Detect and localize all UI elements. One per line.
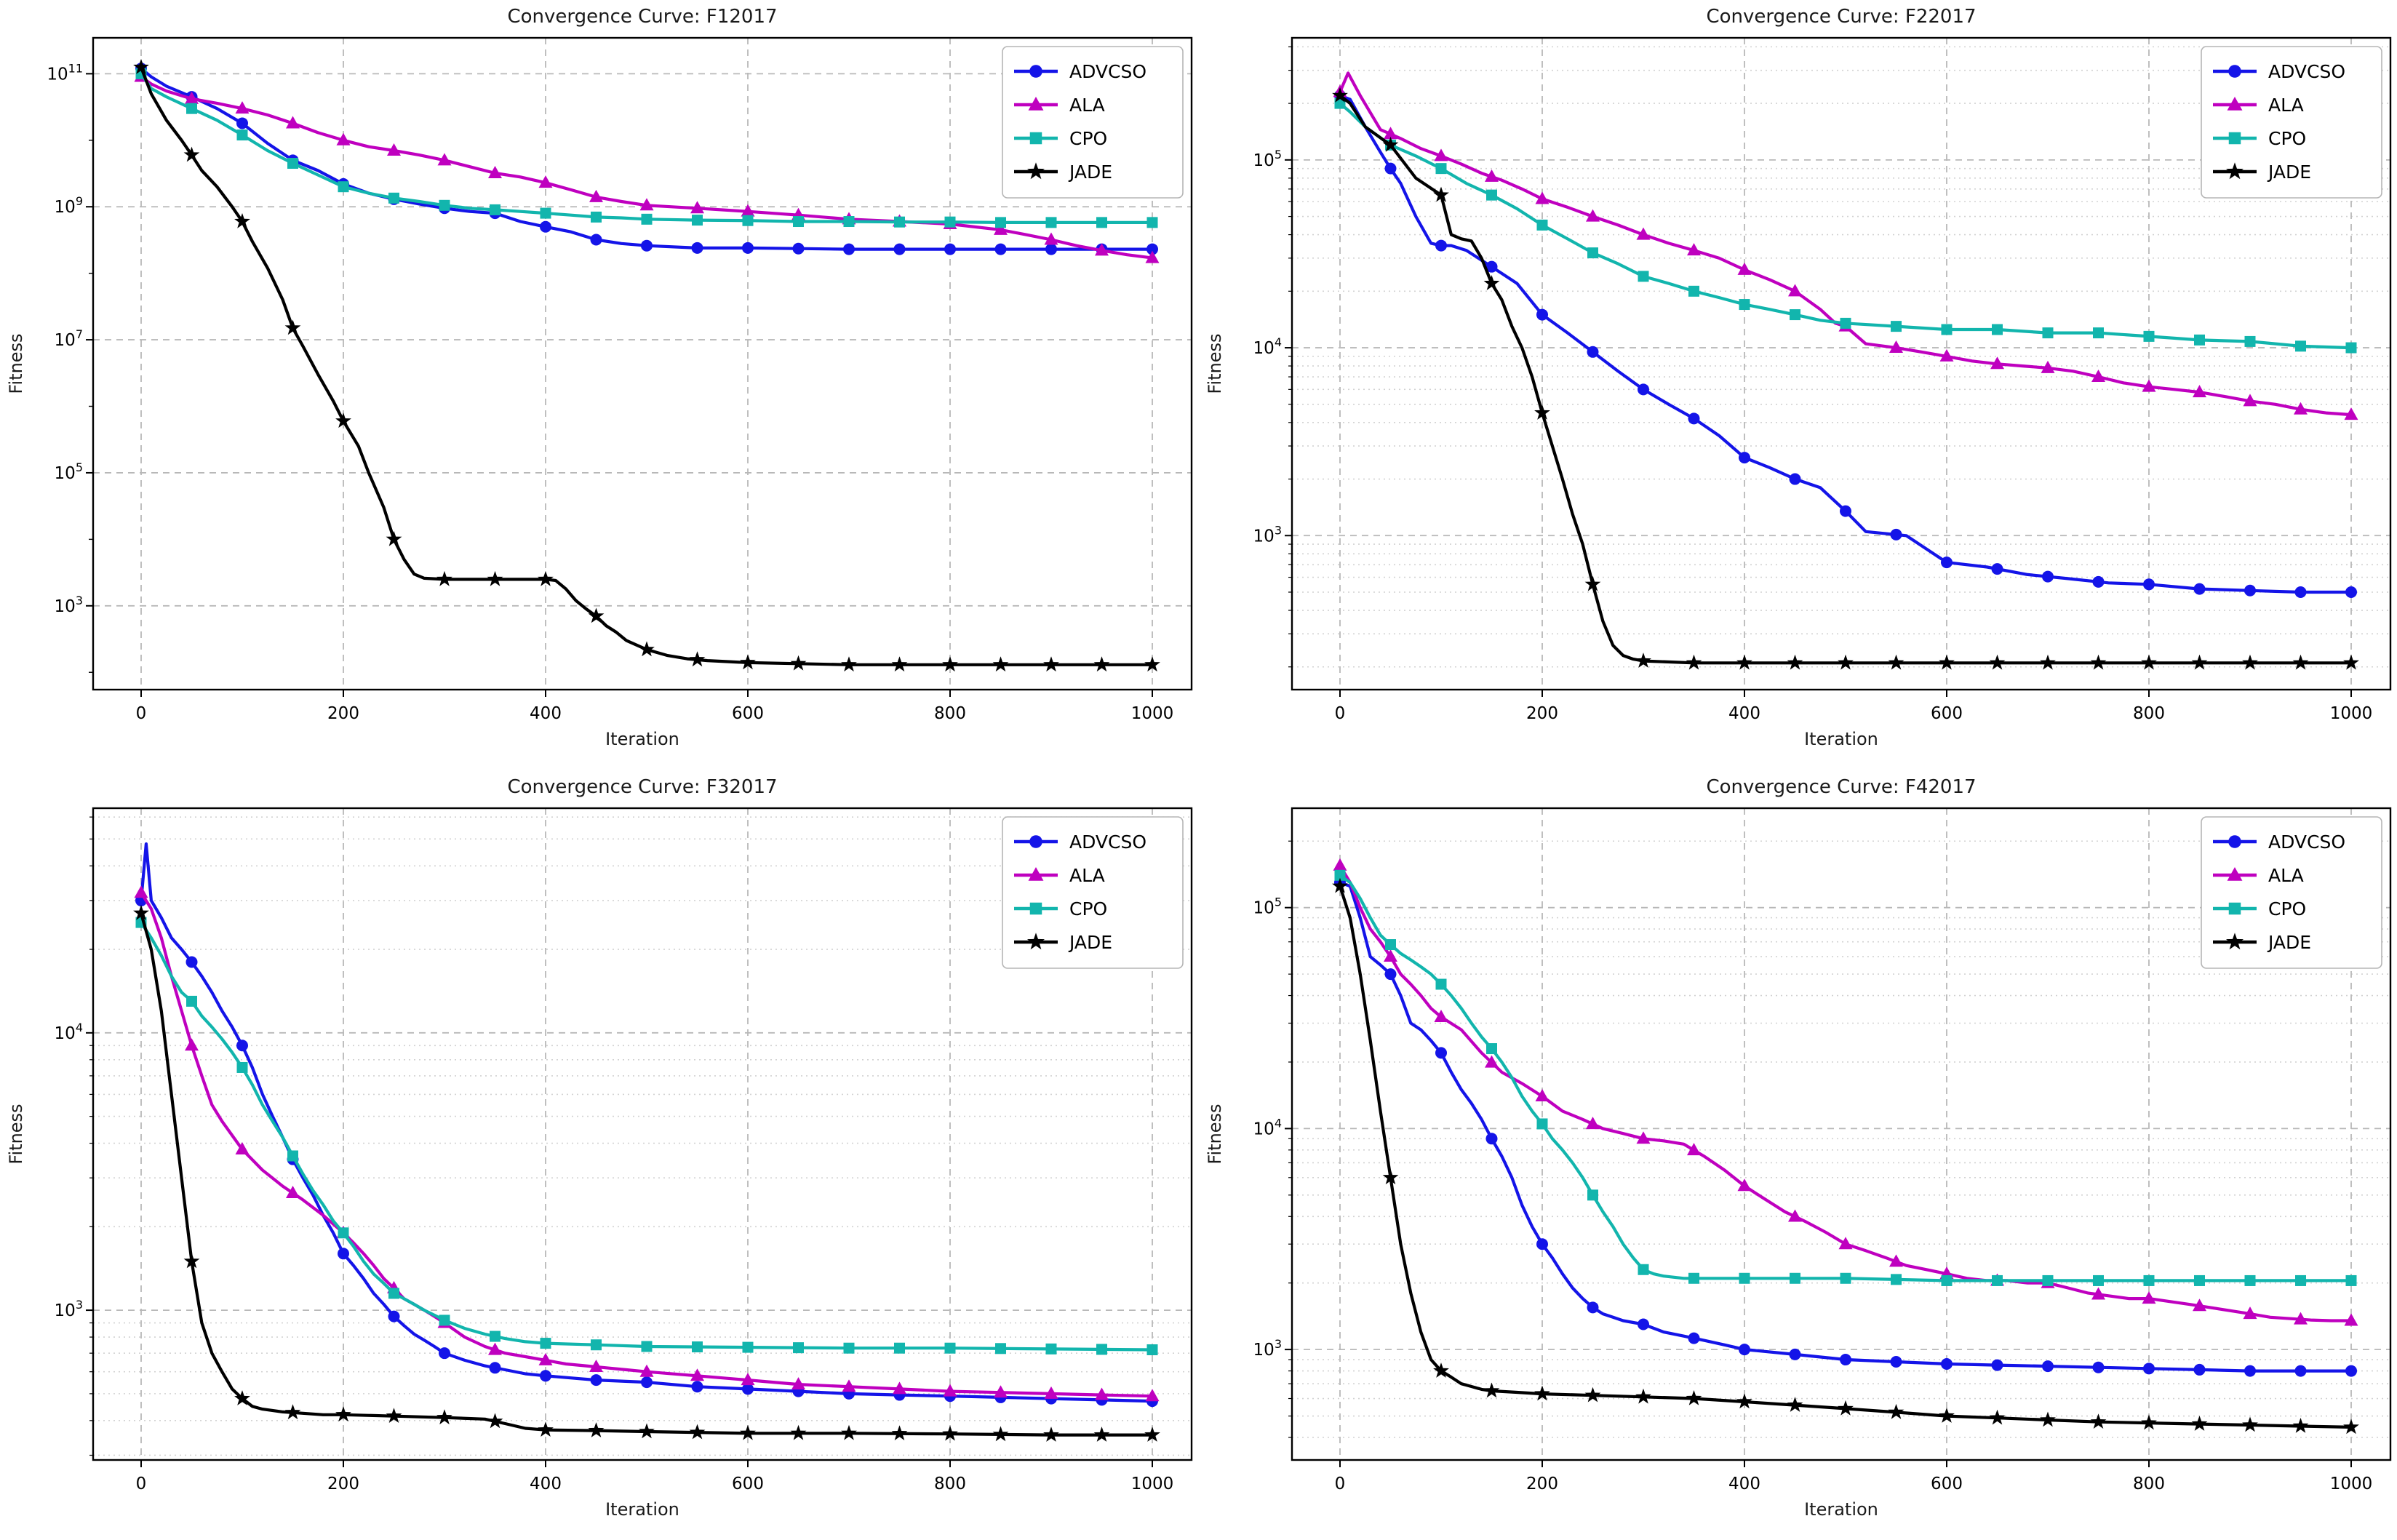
svg-text:104: 104: [1253, 1116, 1282, 1138]
y-axis-label: Fitness: [6, 1104, 26, 1165]
subplot-f12017: 0 200 400 600 800 1000 103 105 107 109 1011 ADVCSO A…: [0, 0, 1198, 770]
svg-text:ALA: ALA: [2268, 95, 2304, 116]
svg-text:600: 600: [732, 704, 764, 723]
svg-text:400: 400: [1728, 1475, 1760, 1493]
svg-text:1000: 1000: [2330, 1475, 2373, 1493]
svg-text:600: 600: [1931, 704, 1963, 723]
svg-text:107: 107: [55, 327, 83, 350]
plot-title: Convergence Curve: F12017: [507, 6, 778, 28]
svg-text:0: 0: [1335, 1475, 1346, 1493]
svg-text:103: 103: [55, 594, 83, 616]
svg-text:103: 103: [1253, 1337, 1282, 1360]
svg-text:105: 105: [55, 460, 83, 483]
svg-text:104: 104: [1253, 335, 1282, 358]
svg-text:0: 0: [136, 704, 147, 723]
svg-text:400: 400: [530, 1475, 562, 1493]
svg-text:200: 200: [1526, 704, 1558, 723]
svg-text:JADE: JADE: [2267, 161, 2311, 183]
plot-title: Convergence Curve: F42017: [1706, 776, 1977, 798]
svg-text:JADE: JADE: [2267, 932, 2311, 953]
svg-text:1000: 1000: [2330, 704, 2373, 723]
svg-text:CPO: CPO: [1069, 898, 1107, 919]
x-axis-label: Iteration: [605, 729, 679, 749]
y-axis-label: Fitness: [6, 333, 26, 394]
svg-text:104: 104: [55, 1021, 83, 1043]
x-axis-label: Iteration: [1804, 1499, 1878, 1520]
svg-text:1011: 1011: [47, 61, 83, 84]
plot-canvas-f42017: 0 200 400 600 800 1000 103 104 105 ADVCSO ALA CPO JA…: [1253, 807, 2392, 1493]
svg-text:ALA: ALA: [1069, 95, 1105, 116]
svg-text:ADVCSO: ADVCSO: [2268, 61, 2345, 82]
svg-text:109: 109: [55, 194, 83, 217]
svg-text:ADVCSO: ADVCSO: [2268, 831, 2345, 853]
svg-text:CPO: CPO: [2268, 128, 2306, 149]
svg-text:200: 200: [1526, 1475, 1558, 1493]
svg-text:600: 600: [732, 1475, 764, 1493]
svg-text:200: 200: [327, 1475, 359, 1493]
subplot-f22017: 0 200 400 600 800 1000 103 104 105 ADVCSO ALA CPO JA…: [1199, 0, 2397, 770]
plot-title: Convergence Curve: F22017: [1706, 6, 1977, 28]
svg-text:600: 600: [1931, 1475, 1963, 1493]
svg-text:103: 103: [55, 1298, 83, 1320]
svg-text:CPO: CPO: [2268, 898, 2306, 919]
svg-text:800: 800: [934, 1475, 966, 1493]
svg-text:400: 400: [530, 704, 562, 723]
svg-text:1000: 1000: [1131, 1475, 1174, 1493]
svg-text:CPO: CPO: [1069, 128, 1107, 149]
svg-text:400: 400: [1728, 704, 1760, 723]
x-axis-label: Iteration: [605, 1499, 679, 1520]
plot-canvas-f12017: 0 200 400 600 800 1000 103 105 107 109 1011 ADVCSO A…: [47, 36, 1193, 723]
svg-text:JADE: JADE: [1068, 161, 1112, 183]
svg-text:800: 800: [934, 704, 966, 723]
svg-text:1000: 1000: [1131, 704, 1174, 723]
y-axis-label: Fitness: [1205, 1104, 1225, 1165]
svg-text:105: 105: [1253, 895, 1282, 918]
svg-text:ALA: ALA: [2268, 865, 2304, 886]
plot-canvas-f32017: 0 200 400 600 800 1000 103 104 ADVCSO ALA CPO JADE: [55, 807, 1193, 1493]
subplot-f42017: 0 200 400 600 800 1000 103 104 105 ADVCSO ALA CPO JA…: [1199, 770, 2397, 1540]
svg-text:800: 800: [2133, 704, 2165, 723]
svg-text:ALA: ALA: [1069, 865, 1105, 886]
plot-canvas-f22017: 0 200 400 600 800 1000 103 104 105 ADVCSO ALA CPO JA…: [1253, 36, 2392, 723]
plot-title: Convergence Curve: F32017: [507, 776, 778, 798]
subplot-f32017: 0 200 400 600 800 1000 103 104 ADVCSO ALA CPO JADE …: [0, 770, 1198, 1540]
x-axis-label: Iteration: [1804, 729, 1878, 749]
svg-text:ADVCSO: ADVCSO: [1069, 61, 1146, 82]
svg-text:ADVCSO: ADVCSO: [1069, 831, 1146, 853]
svg-text:0: 0: [136, 1475, 147, 1493]
svg-text:200: 200: [327, 704, 359, 723]
svg-text:103: 103: [1253, 523, 1282, 546]
svg-text:JADE: JADE: [1068, 932, 1112, 953]
y-axis-label: Fitness: [1205, 333, 1225, 394]
svg-text:800: 800: [2133, 1475, 2165, 1493]
svg-text:105: 105: [1253, 148, 1282, 170]
svg-text:0: 0: [1335, 704, 1346, 723]
